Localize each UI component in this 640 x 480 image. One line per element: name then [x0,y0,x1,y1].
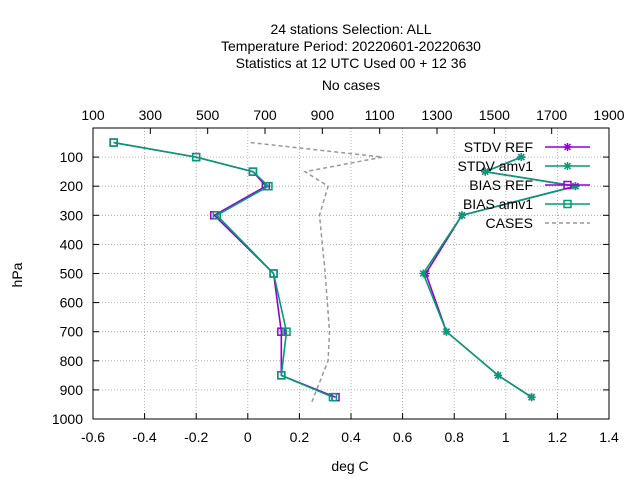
x2-tick-label: 1300 [421,107,452,123]
legend-label-cases: CASES [486,215,533,231]
legend-label-bias-amv1: BIAS amv1 [463,196,533,212]
legend: STDV REF STDV amv1 BIAS REF BIAS amv1 CASES [458,139,590,231]
legend-label-stdv-amv1: STDV amv1 [458,158,534,174]
data-point-bias-amv1 [277,371,286,380]
x-tick-label: 0.6 [393,429,413,445]
y-tick-label: 700 [60,324,84,340]
x-tick-label: 0.8 [444,429,464,445]
y-axis-label: hPa [9,262,25,287]
data-point-stdv-amv1 [527,393,536,402]
data-point-bias-amv1 [282,327,291,336]
x2-tick-label: 100 [81,107,105,123]
y-tick-label: 600 [60,295,84,311]
x-tick-label: 1 [502,429,510,445]
y-tick-label: 500 [60,266,84,282]
data-point-stdv-amv1 [571,182,580,191]
x2-tick-label: 700 [253,107,277,123]
x-tick-label: 1.2 [548,429,568,445]
y-tick-label: 100 [60,149,84,165]
x2-tick-label: 300 [139,107,163,123]
x-tick-label: -0.2 [184,429,208,445]
chart-title-line4: No cases [322,77,380,93]
data-point-stdv-amv1 [419,269,428,278]
legend-marker-bias-ref [563,180,572,190]
x2-tick-label: 1500 [479,107,510,123]
plot-frame [92,127,610,420]
legend-marker-stdv-ref [563,143,572,151]
x2-tick-label: 900 [311,107,335,123]
x2-tick-label: 1900 [593,107,624,123]
y-tick-label: 800 [60,353,84,369]
legend-marker-bias-amv1 [563,199,572,209]
y-tick-label: 900 [60,382,84,398]
x-tick-label: 1.4 [599,429,619,445]
y-tick-label: 200 [60,178,84,194]
legend-label-bias-ref: BIAS REF [469,177,533,193]
chart-title-line3: Statistics at 12 UTC Used 00 + 12 36 [236,55,467,71]
legend-marker-stdv-amv1 [563,162,572,170]
data-point-bias-amv1 [328,392,338,402]
data-point-bias-ref [331,392,340,402]
data-point-stdv-amv1 [457,211,466,220]
x2-tick-label: 1700 [536,107,567,123]
series-line-bias-amv1 [113,141,334,398]
x2-tick-label: 500 [196,107,220,123]
data-point-bias-amv1 [212,211,222,220]
legend-label-stdv-ref: STDV REF [464,139,533,155]
x-tick-label: 0 [244,429,252,445]
chart-title-line2: Temperature Period: 20220601-20220630 [221,38,481,54]
series-line-stdv-ref [424,156,576,398]
data-point-bias-amv1 [191,152,201,162]
data-point-stdv-amv1 [517,153,526,162]
data-point-bias-amv1 [248,167,258,176]
axes: -0.6 -0.4 -0.2 0 0.2 0.4 0.6 0.8 1 1.2 1.4 100 300 50… [52,107,625,445]
data-point-bias-amv1 [109,138,118,147]
x2-tick-label: 1100 [365,107,395,123]
y-tick-label: 400 [60,236,84,252]
data-point-stdv-amv1 [481,167,490,176]
x-tick-label: -0.6 [81,429,105,445]
data-point-bias-amv1 [269,269,278,278]
series-line-cases [250,141,383,405]
x-axis-label: deg C [331,458,368,474]
x-tick-label: 0.2 [290,429,310,445]
data-point-bias-ref [277,327,286,336]
data-point-stdv-amv1 [442,327,451,336]
series-line-bias-ref [113,141,336,398]
data-point-bias-amv1 [264,181,273,191]
series-line-stdv-amv1 [422,156,576,398]
y-tick-label: 1000 [52,411,83,427]
series-layer [109,138,580,405]
data-point-stdv-amv1 [494,371,503,380]
y-tick-label: 300 [60,207,84,223]
x-tick-label: 0.4 [341,429,361,445]
chart-title-line1: 24 stations Selection: ALL [270,21,431,37]
grid [93,128,609,419]
x-tick-label: -0.4 [133,429,157,445]
